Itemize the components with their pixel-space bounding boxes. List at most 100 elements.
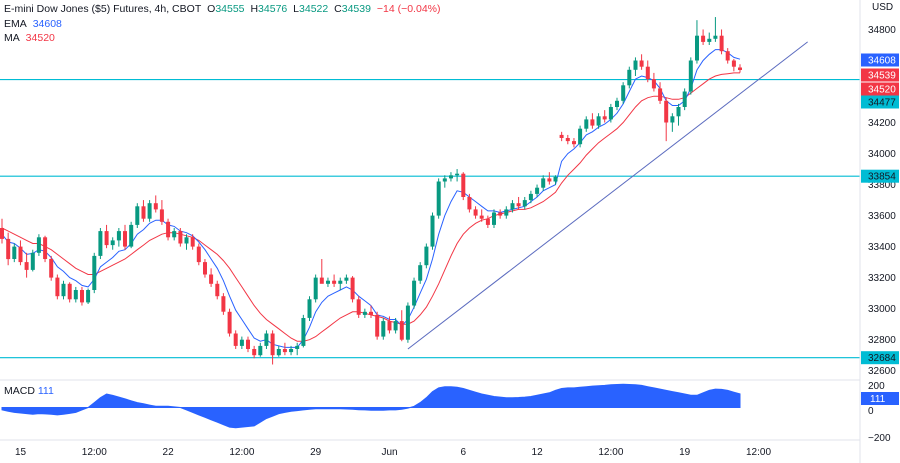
legend-ma-row[interactable]: MA 34520 xyxy=(4,31,444,46)
candle-body xyxy=(498,212,503,216)
candle-body xyxy=(541,178,546,188)
candle-body xyxy=(43,237,48,259)
candle-body xyxy=(412,280,417,306)
candle-body xyxy=(190,237,195,247)
price-label-ma: 34520 xyxy=(868,85,896,96)
candle-body xyxy=(695,35,699,61)
candle-body xyxy=(24,262,29,270)
change-value: −14 (−0.04%) xyxy=(376,3,441,15)
candle-body xyxy=(572,141,576,145)
candle-body xyxy=(135,206,140,225)
high-label: H xyxy=(250,3,259,15)
candle-body xyxy=(559,134,564,138)
candle-body xyxy=(289,349,294,353)
candle-body xyxy=(670,116,675,123)
candle-body xyxy=(0,228,4,239)
candle-body xyxy=(270,333,275,356)
time-tick-label: 29 xyxy=(310,447,322,458)
candle-body xyxy=(535,187,540,194)
candle-body xyxy=(479,215,484,219)
time-tick-label: 12:00 xyxy=(746,447,771,458)
macd-tick-label: −200 xyxy=(868,433,891,444)
price-label-level: 33854 xyxy=(868,172,896,183)
candle-body xyxy=(707,38,712,42)
time-tick-label: 19 xyxy=(679,447,691,458)
legend-ema-row[interactable]: EMA 34608 xyxy=(4,17,444,32)
candle-body xyxy=(295,345,300,349)
candle-body xyxy=(676,107,681,117)
candle-body xyxy=(12,246,17,259)
price-label-box xyxy=(861,95,899,109)
symbol-name[interactable]: E-mini Dow Jones ($5) Futures, 4h, CBOT xyxy=(4,3,202,15)
candle-body xyxy=(356,299,361,315)
legend-symbol-row: E-mini Dow Jones ($5) Futures, 4h, CBOT … xyxy=(4,2,444,17)
ema-line-layer xyxy=(1,49,741,348)
price-tick-label: 32600 xyxy=(868,366,896,377)
candle-body xyxy=(129,224,134,247)
candle-body xyxy=(98,231,103,256)
candle-body xyxy=(553,176,558,182)
price-label-level: 32684 xyxy=(868,353,896,364)
candle-body xyxy=(147,203,152,219)
candle-body xyxy=(67,283,72,300)
candle-body xyxy=(731,60,736,67)
candle-body xyxy=(116,231,121,241)
time-tick-label: 12:00 xyxy=(598,447,623,458)
candle-body xyxy=(436,181,441,216)
candle-body xyxy=(104,231,109,246)
candle-body xyxy=(627,69,632,86)
ema-label: EMA xyxy=(4,17,27,30)
candle-body xyxy=(387,321,392,331)
time-tick-label: 22 xyxy=(163,447,175,458)
time-axis[interactable]: 15 12:00 22 12:00 29 Jun 6 12 12:00 19 12:00 xyxy=(0,439,860,458)
candle-body xyxy=(467,197,472,210)
candle-body xyxy=(73,290,78,300)
candle-body xyxy=(239,339,244,346)
macd-label: MACD xyxy=(4,385,35,397)
candle-body xyxy=(172,231,177,238)
price-label-last: 34539 xyxy=(868,71,896,82)
candle-body xyxy=(375,314,380,337)
candle-body xyxy=(645,66,650,80)
candle-body xyxy=(196,246,201,263)
candle-body xyxy=(578,128,583,145)
candle-body xyxy=(326,280,330,284)
candle-body xyxy=(258,345,263,356)
macd-legend[interactable]: MACD 111 xyxy=(4,385,54,397)
price-axis[interactable]: USD 32600 32800 33000 33200 33400 33600 33800 34… xyxy=(861,2,899,444)
macd-value: 111 xyxy=(37,385,54,397)
time-tick-label: 12 xyxy=(532,447,544,458)
candle-body xyxy=(30,252,35,270)
candle-body xyxy=(590,119,595,126)
candle-body xyxy=(608,107,613,120)
candle-body xyxy=(123,231,127,247)
open-label: O xyxy=(207,3,216,15)
price-tick-label: 34800 xyxy=(868,25,896,36)
price-label-box xyxy=(861,68,899,82)
macd-area xyxy=(1,383,741,429)
candle-body xyxy=(492,212,496,225)
candle-body xyxy=(393,321,398,331)
time-tick-label: 6 xyxy=(461,447,467,458)
macd-value-label: 111 xyxy=(870,394,886,405)
price-label-box xyxy=(861,169,899,183)
macd-layer xyxy=(1,383,741,429)
candle-body xyxy=(227,311,232,334)
time-tick-label: 12:00 xyxy=(229,447,254,458)
candle-body xyxy=(110,240,115,246)
candle-body xyxy=(282,349,287,353)
candle-body xyxy=(18,246,23,263)
candle-body xyxy=(252,349,257,356)
candle-body xyxy=(369,311,373,315)
price-tick-label: 33600 xyxy=(868,211,896,222)
price-tick-label: 32800 xyxy=(868,335,896,346)
price-tick-label: 34000 xyxy=(868,149,896,160)
candle-body xyxy=(584,119,589,129)
candle-body xyxy=(602,116,607,120)
candle-body xyxy=(80,290,84,303)
candle-body xyxy=(528,193,533,201)
candle-body xyxy=(221,296,226,312)
candle-body xyxy=(61,283,66,297)
candle-body xyxy=(49,259,54,278)
